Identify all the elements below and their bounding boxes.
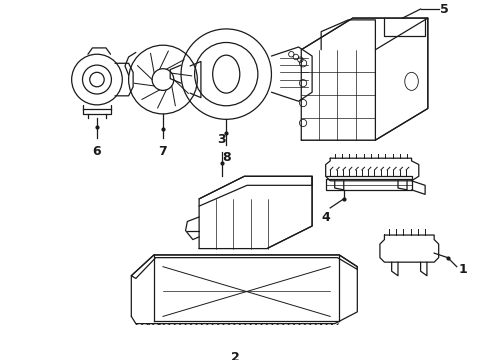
Text: 7: 7 bbox=[159, 145, 167, 158]
Text: 4: 4 bbox=[321, 211, 330, 224]
Text: 3: 3 bbox=[218, 134, 226, 147]
Text: 6: 6 bbox=[93, 145, 101, 158]
Text: 2: 2 bbox=[231, 351, 240, 360]
Text: 5: 5 bbox=[441, 3, 449, 15]
Text: 1: 1 bbox=[459, 263, 467, 276]
Text: 8: 8 bbox=[222, 151, 231, 164]
